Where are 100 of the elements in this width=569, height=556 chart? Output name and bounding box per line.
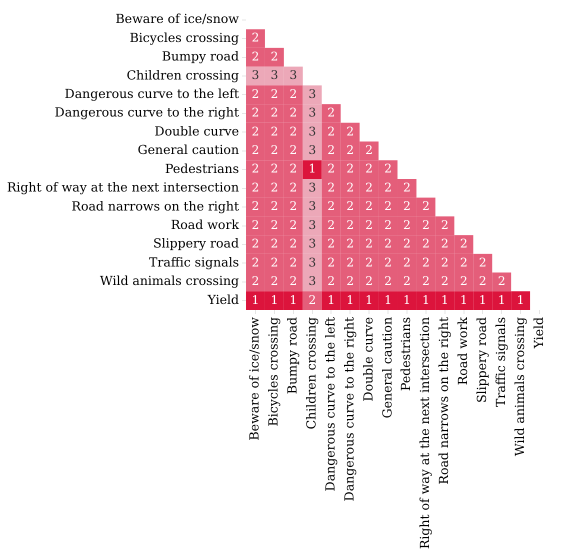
data-label: 3 (308, 143, 316, 158)
data-label: 1 (384, 292, 392, 307)
data-label: 2 (327, 143, 336, 158)
data-label: 2 (290, 106, 298, 120)
y-tick-label: Dangerous curve to the left (64, 86, 240, 101)
data-label: 2 (384, 236, 392, 251)
data-label: 2 (290, 236, 298, 251)
data-label: 2 (441, 218, 449, 232)
data-label: 2 (422, 218, 430, 232)
data-label: 2 (252, 255, 260, 270)
data-label: 2 (460, 236, 468, 251)
data-label: 2 (252, 49, 260, 64)
data-label: 2 (270, 180, 278, 194)
data-label: 3 (290, 68, 298, 82)
data-label: 2 (252, 218, 260, 232)
data-label: 1 (308, 162, 316, 176)
data-label: 2 (290, 274, 298, 288)
y-tick-label: Dangerous curve to the right (54, 104, 240, 120)
data-label: 3 (308, 255, 316, 270)
data-label: 3 (308, 124, 316, 138)
data-label: 2 (327, 199, 336, 214)
data-label: 2 (290, 162, 298, 176)
x-tick-label: Pedestrians (398, 316, 414, 391)
data-label: 2 (384, 180, 392, 194)
data-label: 2 (290, 86, 298, 101)
data-label: 1 (346, 292, 354, 307)
data-label: 2 (290, 199, 298, 214)
data-label: 2 (441, 274, 449, 288)
y-tick-label: Yield (206, 292, 240, 307)
data-label: 2 (327, 162, 336, 176)
data-label: 2 (478, 274, 487, 288)
data-label: 2 (270, 236, 278, 251)
x-tick-label: Road work (455, 316, 470, 386)
data-label: 2 (270, 124, 278, 138)
data-label: 2 (252, 106, 260, 120)
data-label: 2 (252, 143, 260, 158)
data-label: 2 (365, 255, 373, 270)
data-label: 2 (365, 180, 373, 194)
data-label: 2 (327, 124, 336, 138)
data-label: 2 (252, 180, 260, 194)
data-label: 2 (270, 255, 278, 270)
data-label: 2 (365, 274, 373, 288)
data-label: 2 (252, 86, 260, 101)
data-label: 2 (422, 274, 430, 288)
data-label: 2 (290, 180, 298, 194)
data-label: 2 (327, 274, 336, 288)
x-tick-label: General caution (379, 316, 394, 418)
data-label: 2 (270, 86, 278, 101)
data-label: 1 (290, 292, 298, 307)
x-tick-label: Traffic signals (492, 316, 508, 407)
data-label: 2 (270, 274, 278, 288)
data-label: 2 (346, 180, 354, 194)
data-label: 3 (308, 236, 316, 251)
y-tick-label: Pedestrians (165, 160, 240, 176)
data-label: 3 (308, 106, 316, 120)
data-label: 2 (327, 180, 336, 194)
data-label: 3 (308, 199, 316, 214)
data-label: 2 (290, 255, 298, 270)
y-tick-label: Children crossing (126, 67, 240, 82)
y-tick-label: Beware of ice/snow (115, 11, 240, 26)
y-tick-label: General caution (138, 142, 240, 158)
y-tick-label: Road work (170, 217, 240, 232)
data-label: 2 (365, 218, 373, 232)
x-tick-label: Slippery road (474, 316, 489, 403)
data-label: 2 (270, 162, 278, 176)
data-label: 2 (384, 255, 392, 270)
data-label: 3 (308, 180, 316, 194)
data-label: 2 (365, 162, 373, 176)
data-label: 2 (422, 255, 430, 270)
data-label: 2 (478, 255, 487, 270)
data-label: 2 (327, 236, 336, 251)
data-label: 3 (308, 86, 316, 101)
data-label: 2 (384, 218, 392, 232)
data-label: 2 (346, 236, 354, 251)
data-label: 2 (252, 162, 260, 176)
data-label: 2 (327, 106, 336, 120)
data-label: 3 (270, 68, 278, 82)
data-label: 3 (252, 68, 260, 82)
y-tick-label: Bicycles crossing (130, 30, 240, 45)
data-label: 3 (308, 218, 316, 232)
y-tick-label: Road narrows on the right (72, 198, 240, 214)
y-tick-label: Wild animals crossing (100, 273, 240, 288)
data-label: 2 (270, 218, 278, 232)
data-label: 2 (498, 274, 506, 288)
data-label: 2 (441, 236, 449, 251)
x-tick-label: Children crossing (304, 316, 319, 430)
x-tick-label: Right of way at the next intersection (417, 316, 432, 550)
data-label: 1 (460, 292, 468, 307)
data-label: 2 (270, 199, 278, 214)
data-label: 2 (460, 274, 468, 288)
data-label: 2 (290, 218, 298, 232)
data-label: 1 (441, 292, 449, 307)
data-label: 2 (346, 255, 354, 270)
data-label: 1 (270, 292, 278, 307)
y-tick-label: Bumpy road (162, 48, 240, 64)
data-label: 2 (384, 162, 392, 176)
data-label: 2 (290, 143, 298, 158)
data-label: 2 (308, 292, 316, 307)
data-label: 2 (346, 143, 354, 158)
data-label: 1 (516, 292, 524, 307)
